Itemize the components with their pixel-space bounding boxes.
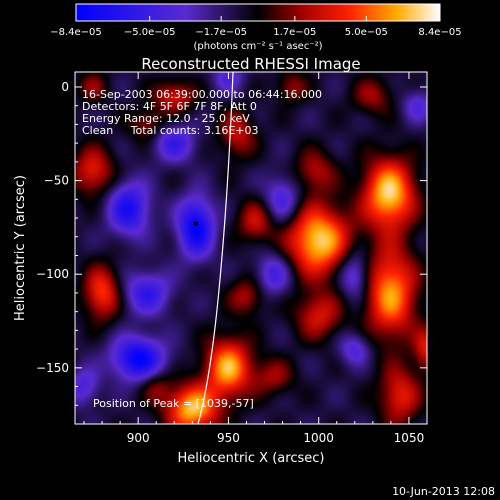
x-axis-label: Heliocentric X (arcsec) xyxy=(178,451,325,466)
x-tick-label: 900 xyxy=(127,431,150,445)
annotation-block: 16-Sep-2003 06:39:00.000 to 06:44:16.000… xyxy=(82,88,322,137)
peak-position-label: Position of Peak = [1039,-57] xyxy=(93,397,254,410)
colorbar-gradient xyxy=(75,3,441,22)
x-axis: 900 950 1000 1050 xyxy=(83,72,428,445)
annotation-algorithm: Clean Total counts: 3.16E+03 xyxy=(82,124,259,137)
x-tick-label: 1000 xyxy=(303,431,334,445)
y-axis: 0 −50 −100 −150 xyxy=(36,80,427,406)
colorbar-tick-label: −8.4e−05 xyxy=(50,27,102,38)
y-tick-label: −50 xyxy=(44,174,69,188)
colorbar-tick-label: 8.4e−05 xyxy=(418,27,461,38)
marker-dot xyxy=(193,221,198,226)
heatmap-image xyxy=(75,72,427,424)
colorbar-tick-label: −5.0e−05 xyxy=(124,27,176,38)
y-axis-label: Heliocentric Y (arcsec) xyxy=(13,175,28,321)
colorbar-tick-label: 1.7e−05 xyxy=(273,27,316,38)
render-timestamp: 10-Jun-2013 12:08 xyxy=(392,485,495,498)
plot-frame xyxy=(74,71,428,425)
colorbar-unit: (photons cm⁻² s⁻¹ asec⁻²) xyxy=(193,41,322,52)
x-tick-label: 950 xyxy=(217,431,240,445)
colorbar-tick-label: −1.7e−05 xyxy=(195,27,247,38)
y-tick-label: −100 xyxy=(36,267,69,281)
annotation-time-range: 16-Sep-2003 06:39:00.000 to 06:44:16.000 xyxy=(82,88,322,101)
solar-limb-line xyxy=(197,72,234,424)
x-tick-label: 1050 xyxy=(394,431,425,445)
colorbar-tick-label: 5.0e−05 xyxy=(345,27,388,38)
y-tick-label: −150 xyxy=(36,361,69,375)
colorbar-ticks: −8.4e−05 −5.0e−05 −1.7e−05 1.7e−05 5.0e−05 8.… xyxy=(50,16,462,38)
y-tick-label: 0 xyxy=(61,80,69,94)
annotation-detectors: Detectors: 4F 5F 6F 7F 8F, Att 0 xyxy=(82,100,257,113)
chart-title: Reconstructed RHESSI Image xyxy=(141,55,360,73)
annotation-energy-range: Energy Range: 12.0 - 25.0 keV xyxy=(82,112,250,125)
colorbar: −8.4e−05 −5.0e−05 −1.7e−05 1.7e−05 5.0e−05 8.… xyxy=(50,3,462,52)
